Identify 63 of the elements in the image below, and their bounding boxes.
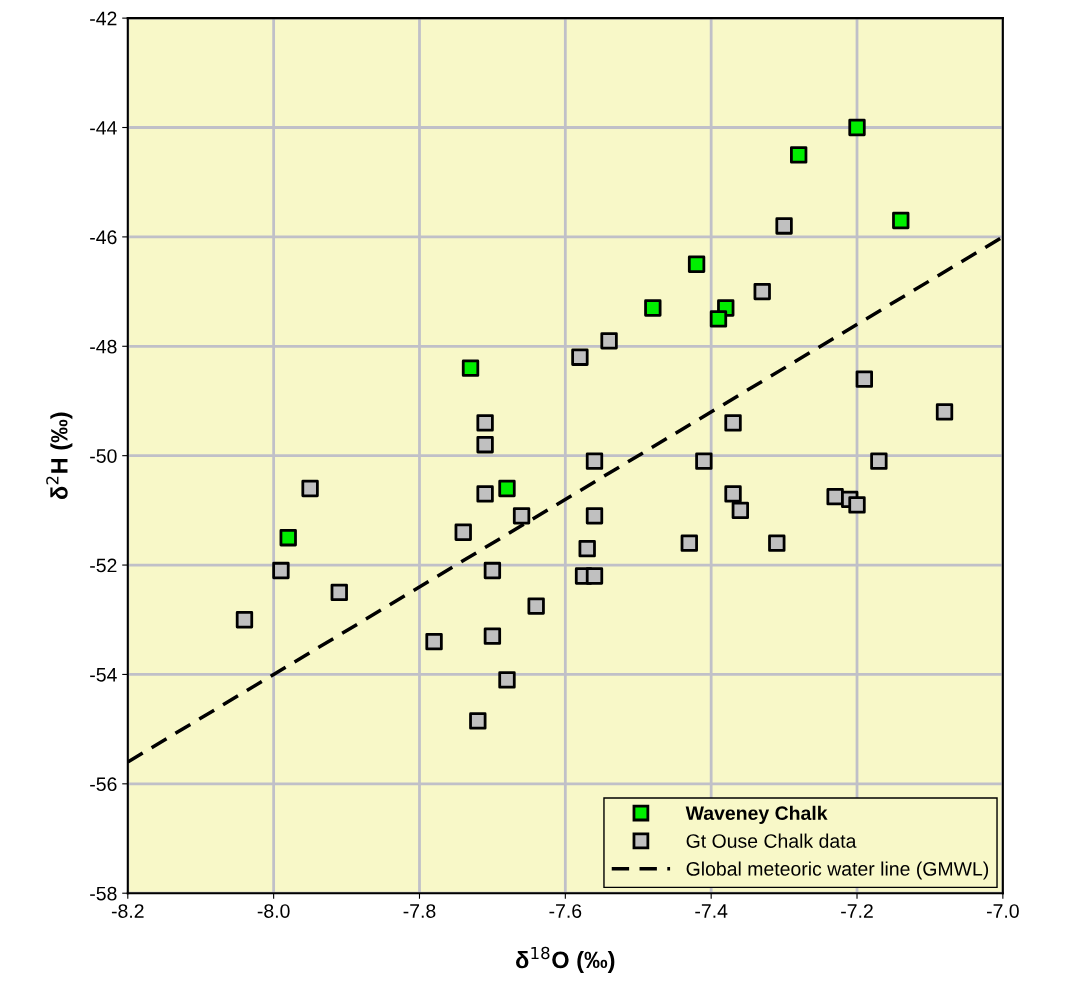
point bbox=[870, 452, 888, 470]
legend-label: Waveney Chalk bbox=[685, 805, 828, 824]
legend-label: Gt Ouse Chalk data bbox=[686, 833, 857, 848]
y-tick-label: -52 bbox=[90, 558, 117, 573]
point bbox=[279, 529, 297, 547]
y-tick-label: -44 bbox=[90, 121, 117, 135]
y-tick-label: -50 bbox=[90, 449, 117, 463]
point bbox=[935, 403, 954, 421]
point bbox=[695, 452, 713, 470]
point bbox=[724, 414, 742, 432]
point bbox=[848, 118, 866, 137]
point bbox=[469, 712, 487, 730]
y-tick-label: -42 bbox=[90, 11, 117, 26]
point bbox=[235, 611, 254, 629]
y-tick-label: -48 bbox=[90, 339, 117, 354]
point bbox=[527, 597, 545, 615]
y-tick-label: -46 bbox=[90, 230, 117, 245]
y-axis-title: δ$^{2}$H (‰) bbox=[46, 412, 73, 500]
point bbox=[498, 671, 516, 689]
point bbox=[571, 348, 589, 366]
point bbox=[775, 217, 793, 235]
point bbox=[272, 561, 290, 580]
y-tick-label: -54 bbox=[90, 668, 117, 682]
point bbox=[498, 479, 516, 498]
point bbox=[330, 583, 348, 602]
point bbox=[585, 507, 604, 525]
point bbox=[753, 282, 771, 301]
x-tick-label: -7.4 bbox=[695, 904, 728, 918]
point bbox=[600, 332, 618, 350]
x-tick-label: -8.2 bbox=[111, 904, 144, 918]
point bbox=[892, 211, 910, 230]
point bbox=[768, 534, 786, 552]
y-tick-label: -56 bbox=[90, 777, 117, 792]
x-tick-label: -7.2 bbox=[841, 904, 873, 918]
point bbox=[512, 507, 531, 525]
point bbox=[476, 414, 494, 432]
point bbox=[476, 485, 494, 503]
point bbox=[790, 146, 808, 164]
point bbox=[724, 485, 742, 503]
point bbox=[483, 561, 502, 580]
point bbox=[454, 523, 472, 541]
point bbox=[476, 436, 494, 454]
point bbox=[461, 359, 480, 377]
x-axis-title: δ$^{18}$O (‰) bbox=[516, 946, 615, 973]
point bbox=[483, 627, 502, 645]
point bbox=[687, 255, 706, 273]
point bbox=[585, 452, 604, 470]
point bbox=[644, 299, 662, 317]
point bbox=[731, 501, 750, 520]
legend-label: Global meteoric water line (GMWL) bbox=[686, 861, 989, 880]
point bbox=[680, 534, 698, 552]
x-tick-label: -8.0 bbox=[257, 904, 290, 918]
point bbox=[709, 310, 728, 328]
point bbox=[855, 370, 873, 388]
point bbox=[425, 632, 443, 651]
point bbox=[301, 479, 319, 498]
point bbox=[585, 567, 604, 585]
point bbox=[578, 539, 596, 558]
x-tick-label: -7.8 bbox=[403, 904, 436, 918]
x-tick-label: -7.6 bbox=[549, 904, 582, 918]
x-tick-label: -7.0 bbox=[986, 904, 1019, 918]
y-tick-label: -58 bbox=[90, 886, 117, 901]
point bbox=[848, 496, 866, 514]
